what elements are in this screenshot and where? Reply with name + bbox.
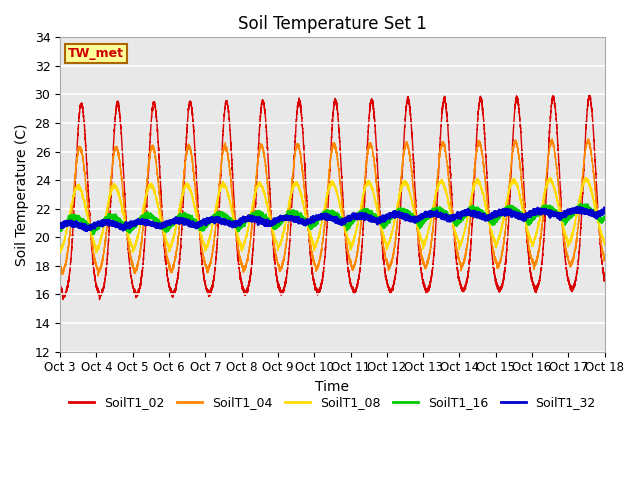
- Text: TW_met: TW_met: [68, 47, 124, 60]
- Y-axis label: Soil Temperature (C): Soil Temperature (C): [15, 123, 29, 266]
- X-axis label: Time: Time: [316, 380, 349, 394]
- Legend: SoilT1_02, SoilT1_04, SoilT1_08, SoilT1_16, SoilT1_32: SoilT1_02, SoilT1_04, SoilT1_08, SoilT1_…: [64, 391, 601, 414]
- Title: Soil Temperature Set 1: Soil Temperature Set 1: [238, 15, 427, 33]
